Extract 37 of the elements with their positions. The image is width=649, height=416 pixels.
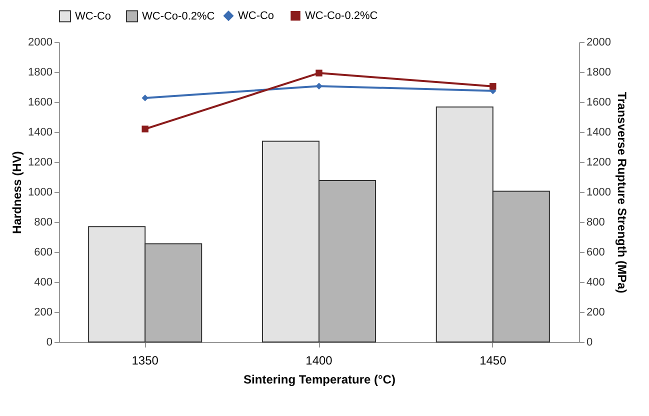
y-tick-label: 1800 <box>28 66 52 78</box>
x-tick-label: 1400 <box>306 354 333 368</box>
y-tick-label: 1200 <box>28 156 52 168</box>
y-axis-title: Hardness (HV) <box>10 151 24 234</box>
legend-label: WC-Co <box>75 10 112 22</box>
y2-tick-label: 0 <box>586 336 593 348</box>
y2-tick-label: 200 <box>586 306 605 318</box>
point <box>316 82 322 90</box>
y-tick-label: 1600 <box>28 96 52 108</box>
legend-label: WC-Co-0.2%C <box>142 10 215 22</box>
y-tick-label: 1000 <box>28 186 52 198</box>
y-tick-label: 0 <box>46 336 52 348</box>
x-tick-label: 1350 <box>132 354 159 368</box>
point <box>142 94 148 102</box>
point <box>142 126 148 132</box>
legend-label: WC-Co <box>238 10 274 22</box>
point <box>316 70 322 76</box>
x-axis-title: Sintering Temperature (°C) <box>244 372 396 386</box>
y-tick-label: 600 <box>34 246 52 258</box>
y-tick-label: 1400 <box>28 126 52 138</box>
y-tick-label: 800 <box>34 216 52 228</box>
y-tick-label: 200 <box>34 306 52 318</box>
y2-tick-label: 1400 <box>586 126 611 138</box>
y2-tick-label: 1000 <box>586 186 611 198</box>
y2-tick-label: 600 <box>586 246 605 258</box>
y2-tick-label: 2000 <box>586 36 611 48</box>
y2-tick-label: 1800 <box>586 66 611 78</box>
y-tick-label: 400 <box>34 276 52 288</box>
y2-tick-label: 400 <box>586 276 605 288</box>
y2-tick-label: 1600 <box>586 96 611 108</box>
y2-tick-label: 800 <box>586 216 605 228</box>
legend-label: WC-Co-0.2%C <box>305 10 378 22</box>
y-tick-label: 2000 <box>28 36 52 48</box>
y2-axis-title: Transverse Rupture Strength (MPa) <box>614 92 629 294</box>
point <box>490 83 496 90</box>
y2-tick-label: 1200 <box>586 156 611 168</box>
x-tick-label: 1450 <box>480 354 507 368</box>
